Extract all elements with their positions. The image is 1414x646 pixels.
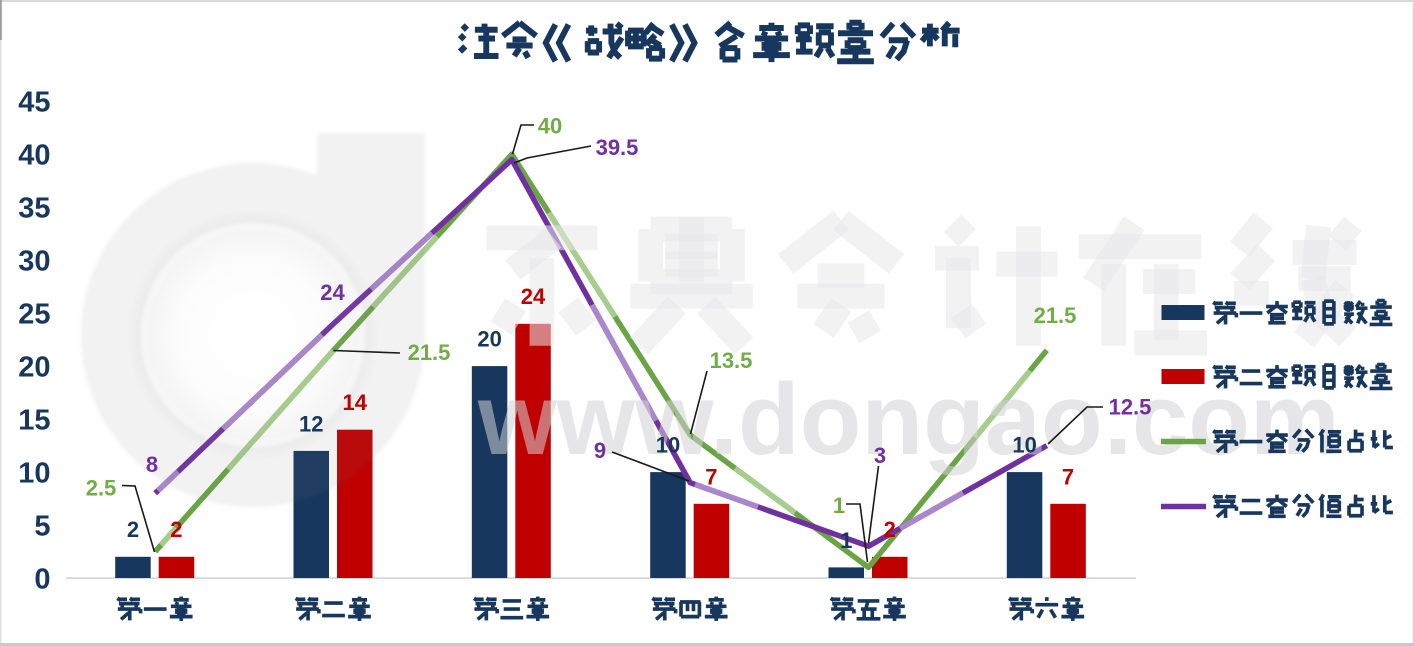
svg-text:39.5: 39.5 [596, 135, 639, 160]
svg-text:www.dongao: www.dongao [477, 364, 1103, 476]
svg-text:13.5: 13.5 [710, 348, 753, 373]
svg-text:3: 3 [874, 443, 886, 468]
svg-text:45: 45 [18, 87, 50, 119]
svg-text:21.5: 21.5 [1034, 303, 1077, 328]
svg-text:10: 10 [656, 433, 680, 458]
svg-text:20: 20 [477, 327, 501, 352]
svg-text:1: 1 [833, 493, 845, 518]
svg-text:24: 24 [320, 280, 345, 305]
svg-text:8: 8 [146, 452, 158, 477]
svg-text:14: 14 [342, 390, 367, 415]
svg-text:10: 10 [18, 458, 50, 490]
svg-text:35: 35 [18, 193, 50, 225]
svg-text:0: 0 [34, 563, 50, 595]
svg-text:7: 7 [705, 464, 717, 489]
svg-text:40: 40 [18, 140, 50, 172]
svg-text:10: 10 [1012, 433, 1036, 458]
svg-text:15: 15 [18, 405, 50, 437]
svg-text:25: 25 [18, 299, 50, 331]
svg-text:40: 40 [538, 113, 562, 138]
svg-text:2.5: 2.5 [86, 475, 117, 500]
svg-text:2: 2 [127, 517, 139, 542]
svg-text:30: 30 [18, 246, 50, 278]
svg-text:7: 7 [1062, 464, 1074, 489]
svg-text:2: 2 [170, 517, 182, 542]
svg-text:20: 20 [18, 352, 50, 384]
svg-text:5: 5 [34, 510, 50, 542]
svg-text:1: 1 [840, 528, 852, 553]
svg-text:24: 24 [521, 284, 546, 309]
svg-text:9: 9 [594, 438, 606, 463]
svg-text:12.5: 12.5 [1109, 394, 1152, 419]
svg-text:12: 12 [299, 411, 323, 436]
svg-text:2: 2 [884, 517, 896, 542]
svg-text:21.5: 21.5 [408, 340, 451, 365]
